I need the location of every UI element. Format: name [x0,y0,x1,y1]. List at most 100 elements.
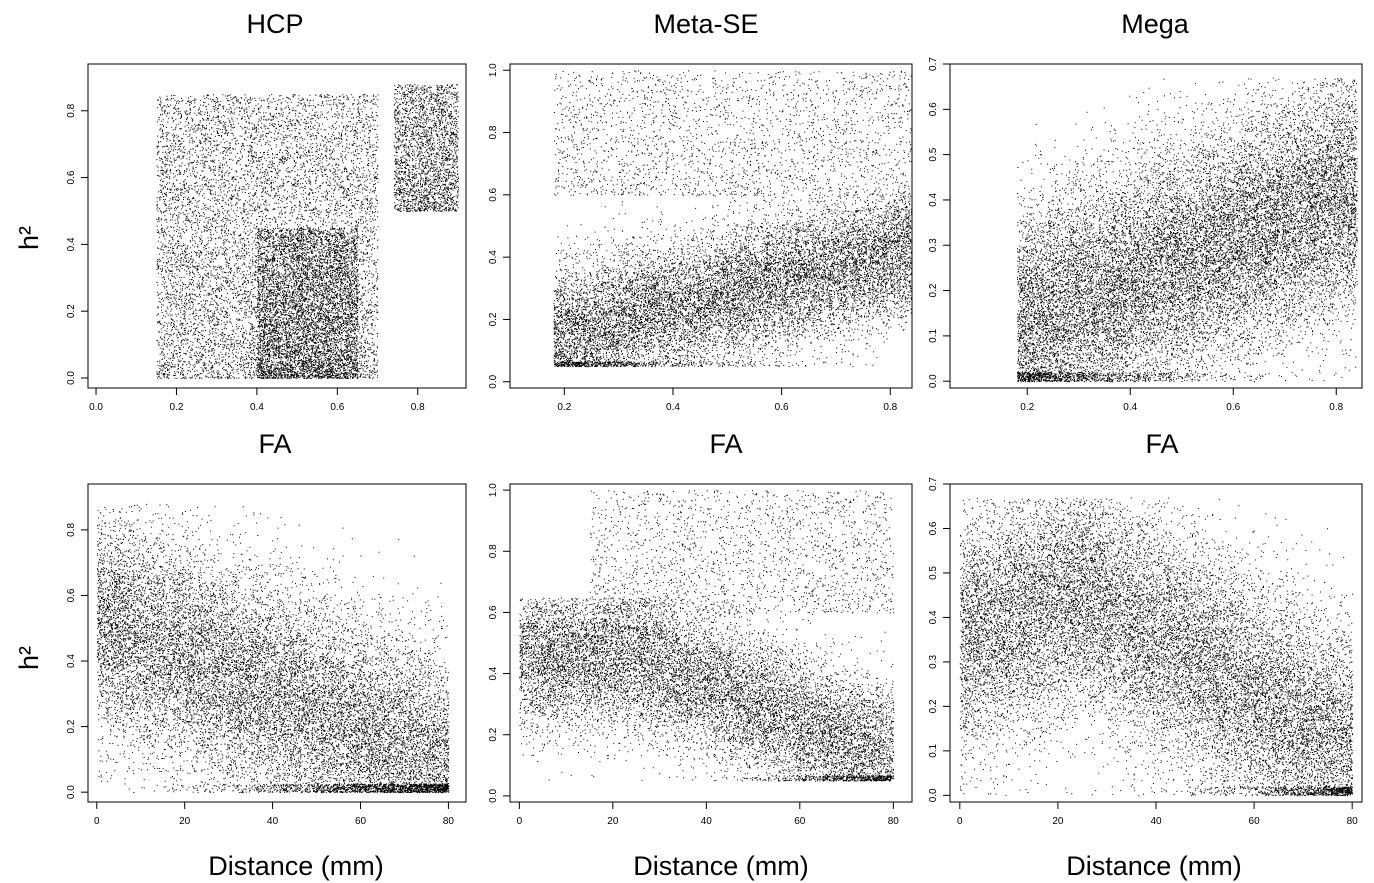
y-tick-label: 0.3 [928,238,939,252]
y-tick-label: 0.4 [488,250,499,264]
y-tick-label: 0.4 [66,654,77,668]
x-tick-label: 60 [794,816,806,827]
plot-frame [949,63,1363,389]
y-tick-label: 0.6 [66,588,77,602]
x-tick-label: 0.2 [557,402,571,413]
y-tick-label: 0.5 [928,566,939,580]
scatter-panel-1: 0.0 0.2 0.4 0.6 0.8 0.0 0.2 0.4 0.6 0.8 [66,63,467,413]
x-tick-label: 0.4 [250,402,264,413]
plot-frame [87,483,467,803]
xlabel-hcp-distance: Distance (mm) [208,851,384,881]
y-tick-label: 0.0 [488,374,499,388]
point-cloud-1 [96,503,450,794]
x-tick-label: 40 [701,816,713,827]
y-tick-label: 0.2 [66,304,77,318]
x-tick-label: 0.2 [170,402,184,413]
plot-frame [509,63,913,389]
y-tick-label: 0.0 [928,374,939,388]
y-tick-label: 0.1 [928,329,939,343]
xlabel-meta-fa: FA [709,429,742,459]
y-tick-label: 0.7 [928,477,939,491]
y-tick-label: 0.2 [928,699,939,713]
scatter-points [519,490,895,782]
point-cloud-1 [1017,77,1358,383]
plot-frame [509,483,913,803]
scatter-panel-5: 0 20 40 60 80 0.0 0.2 0.4 0.6 0.8 1.0 [488,483,913,827]
y-tick-label: 0.6 [488,605,499,619]
y-tick-label: 0.6 [928,521,939,535]
x-tick-label: 20 [607,816,619,827]
y-tick-label: 0.2 [928,283,939,297]
point-cloud-1 [959,497,1354,797]
x-tick-label: 80 [443,816,455,827]
title-mega: Mega [1121,9,1190,39]
x-tick-label: 0 [957,816,963,827]
y-tick-label: 0.4 [928,610,939,624]
y-tick-label: 0.6 [66,170,77,184]
scatter-panel-4: 0 20 40 60 80 0.0 0.2 0.4 0.6 0.8 [66,483,467,827]
title-hcp: HCP [246,9,303,39]
y-tick-label: 0.3 [928,655,939,669]
x-tick-label: 0.4 [1123,402,1137,413]
y-tick-label: 0.4 [928,193,939,207]
ylabel-top-text: h² [14,226,44,250]
y-tick-label: 0.0 [928,788,939,802]
point-cloud-1 [553,194,912,368]
x-tick-label: 0.8 [883,402,897,413]
x-tick-label: 20 [179,816,191,827]
x-tick-label: 0.2 [1020,402,1034,413]
scatter-points [156,84,459,379]
x-tick-label: 40 [1150,816,1162,827]
x-tick-label: 0.6 [775,402,789,413]
x-tick-label: 0.4 [666,402,680,413]
x-tick-label: 0.6 [330,402,344,413]
ylabel-top-h2: h² [14,226,44,250]
point-cloud-2 [589,490,895,614]
y-tick-label: 0.8 [66,103,77,117]
scatter-panel-2: 0.2 0.4 0.6 0.8 0.0 0.2 0.4 0.6 0.8 1.0 [488,63,913,413]
scatter-points [553,70,912,368]
y-tick-label: 0.6 [488,187,499,201]
plot-frame [87,63,467,389]
scatter-panel-6: 0 20 40 60 80 0.0 0.1 0.2 0.3 0.4 0.5 0.6 0.7 [928,477,1363,827]
y-tick-label: 0.8 [66,523,77,537]
y-tick-label: 0.2 [488,312,499,326]
y-tick-label: 0.4 [66,237,77,251]
y-tick-label: 0.8 [488,125,499,139]
y-tick-label: 0.0 [66,785,77,799]
point-cloud-2 [553,70,912,196]
x-tick-label: 0.0 [89,402,103,413]
y-tick-label: 0.5 [928,147,939,161]
x-tick-label: 0.6 [1226,402,1240,413]
x-tick-label: 0 [94,816,100,827]
y-tick-label: 0.1 [928,743,939,757]
x-tick-label: 0.8 [1329,402,1343,413]
ylabel-bottom-text: h² [14,646,44,670]
scatter-points [959,497,1354,797]
y-tick-label: 0.8 [488,544,499,558]
y-tick-label: 0.4 [488,666,499,680]
panels: 0.0 0.2 0.4 0.6 0.80.00.20.40.60.80.2 0.4 0.6 0… [66,57,1363,827]
scatter-panel-3: 0.2 0.4 0.6 0.8 0.0 0.1 0.2 0.3 0.4 0.5 0.6 0.7 [928,57,1363,413]
x-tick-label: 0.8 [411,402,425,413]
x-tick-label: 60 [355,816,367,827]
xlabel-hcp-fa: FA [258,429,291,459]
xlabel-meta-distance: Distance (mm) [633,851,809,881]
y-tick-label: 1.0 [488,483,499,497]
x-tick-label: 80 [1347,816,1359,827]
xlabel-mega-fa: FA [1145,429,1178,459]
title-meta-se: Meta-SE [653,9,758,39]
point-cloud-1 [519,597,895,782]
y-tick-label: 0.2 [488,727,499,741]
y-tick-label: 0.0 [66,371,77,385]
scatter-points [96,503,450,794]
x-tick-label: 20 [1052,816,1064,827]
scatter-points [1017,77,1358,383]
y-tick-label: 0.6 [928,102,939,116]
point-cloud-3 [393,84,459,212]
ylabel-bottom-h2: h² [14,646,44,670]
x-tick-label: 80 [888,816,900,827]
y-tick-label: 0.0 [488,788,499,802]
y-tick-label: 0.2 [66,719,77,733]
